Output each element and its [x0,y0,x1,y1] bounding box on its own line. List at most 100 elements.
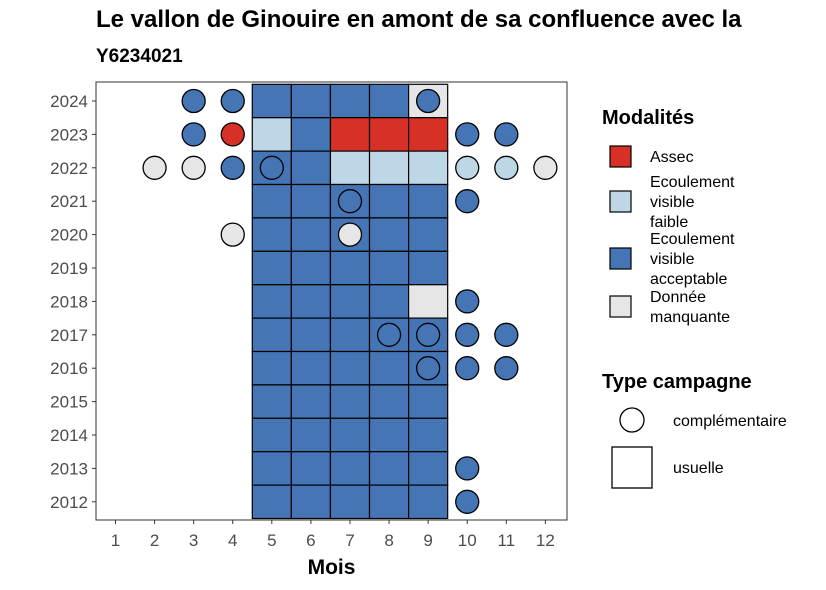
usuelle-cell [290,150,332,186]
usuelle-cell [251,384,292,419]
legend-label-line: faible [650,214,688,231]
legend-label-complementaire: complémentaire [673,413,787,430]
x-tick-label: 9 [423,531,432,550]
y-tick-label: 2018 [50,292,88,311]
x-axis-label: Mois [308,556,356,579]
y-tick-label: 2014 [50,426,88,445]
complementaire-point [415,88,441,114]
x-tick-label: 2 [150,531,159,550]
complementaire-point [142,155,167,180]
complementaire-point [220,222,245,247]
complementaire-point [455,322,480,347]
usuelle-cell [290,83,332,119]
x-tick-label: 10 [458,531,477,550]
usuelle-cell [368,250,410,286]
usuelle-cell [368,350,410,386]
complementaire-point [415,322,441,347]
usuelle-cell [368,451,410,486]
usuelle-cell [329,250,371,286]
complementaire-point [455,456,480,481]
y-tick-label: 2020 [50,226,88,245]
complementaire-point [376,322,402,347]
legend-key-manquante [609,295,632,318]
usuelle-cell [329,284,371,319]
usuelle-cell [408,250,449,286]
usuelle-cell [408,484,449,520]
y-tick-label: 2019 [50,259,88,278]
complementaire-point [455,289,480,314]
usuelle-cell [251,417,292,453]
usuelle-cell [408,284,449,319]
usuelle-cell [251,250,292,286]
chart-title: Le vallon de Ginouire en amont de sa con… [96,6,742,33]
legend-label-line: Assec [650,149,694,166]
usuelle-cell [290,350,332,386]
usuelle-cell [408,451,449,486]
usuelle-cell [290,183,332,219]
complementaire-point [220,88,245,114]
y-tick-label: 2012 [50,493,88,512]
usuelle-cell [251,217,292,252]
legend-key-assec [609,145,632,168]
usuelle-cell [251,484,292,520]
usuelle-cell [251,183,292,219]
usuelle-cell [290,417,332,453]
complementaire-point [455,122,480,147]
complementaire-point [494,322,519,347]
usuelle-cell [368,484,410,520]
x-tick-label: 11 [497,531,515,550]
complementaire-point [181,122,206,147]
usuelle-cell [368,284,410,319]
complementaire-point [494,122,519,147]
usuelle-cell [329,384,371,419]
usuelle-cell [408,183,449,219]
y-tick-label: 2013 [50,459,88,478]
y-tick-label: 2017 [50,326,88,345]
complementaire-point [494,356,519,381]
usuelle-cell [368,83,410,119]
usuelle-cell [251,451,292,486]
usuelle-cell [329,451,371,486]
usuelle-cell [408,217,449,252]
usuelle-cell [329,83,371,119]
x-tick-label: 6 [306,531,315,550]
legend-label-manquante: Donnée manquante [650,289,730,326]
usuelle-cell [408,417,449,453]
complementaire-point [337,222,363,247]
legend-key-faible [609,190,632,213]
y-tick-label: 2015 [50,393,88,412]
usuelle-cell [290,217,332,252]
complementaire-point [415,356,441,381]
x-tick-label: 3 [189,531,198,550]
complementaire-point [455,189,480,214]
usuelle-cell [368,417,410,453]
complementaire-point [337,189,363,214]
usuelle-cell [290,384,332,419]
x-tick-label: 1 [111,531,120,550]
y-tick-label: 2022 [50,159,88,178]
complementaire-point [220,122,245,147]
usuelle-cell [368,384,410,419]
legend-key-acceptable [609,247,632,270]
usuelle-cell [329,417,371,453]
usuelle-cell [290,317,332,353]
usuelle-cell [251,83,292,119]
y-tick-label: 2021 [50,192,88,211]
complementaire-point [220,155,245,180]
complementaire-point [533,155,558,180]
usuelle-cell [329,150,371,186]
legend-label-assec: Assec [650,149,694,166]
usuelle-cell [368,150,410,186]
complementaire-point [181,155,206,180]
legend-key-usuelle [611,446,653,489]
legend-label-usuelle: usuelle [673,460,724,477]
usuelle-cell [329,350,371,386]
usuelle-cell [368,183,410,219]
usuelle-cell [290,451,332,486]
x-tick-label: 4 [228,531,237,550]
legend-label-line: acceptable [650,271,727,288]
legend-label-faible: Ecoulement visible faible [650,174,735,231]
usuelle-cell [290,250,332,286]
legend-label-line: Ecoulement [650,231,735,248]
